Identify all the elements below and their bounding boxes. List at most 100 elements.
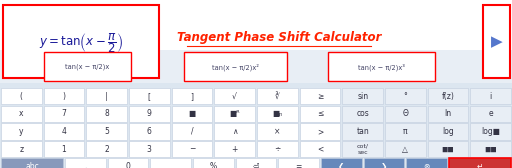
FancyBboxPatch shape [44, 106, 84, 122]
Text: ≤: ≤ [317, 109, 323, 118]
Text: ↵: ↵ [477, 162, 483, 168]
FancyBboxPatch shape [172, 141, 212, 157]
FancyBboxPatch shape [215, 88, 255, 104]
Text: 6: 6 [147, 127, 152, 136]
Text: π: π [403, 127, 408, 136]
FancyBboxPatch shape [407, 158, 447, 168]
FancyBboxPatch shape [385, 88, 425, 104]
FancyBboxPatch shape [1, 88, 41, 104]
Text: ■ₙ: ■ₙ [272, 109, 283, 118]
FancyBboxPatch shape [428, 88, 468, 104]
FancyBboxPatch shape [1, 158, 63, 168]
FancyBboxPatch shape [215, 141, 255, 157]
FancyBboxPatch shape [151, 158, 191, 168]
Text: °: ° [403, 92, 407, 101]
Text: log■: log■ [481, 127, 500, 136]
FancyBboxPatch shape [129, 88, 169, 104]
FancyBboxPatch shape [236, 158, 276, 168]
Text: tan: tan [356, 127, 369, 136]
Text: %: % [210, 162, 217, 168]
Text: ÷: ÷ [274, 145, 281, 154]
FancyBboxPatch shape [257, 88, 297, 104]
Text: |: | [105, 92, 108, 101]
Text: e: e [488, 109, 493, 118]
FancyBboxPatch shape [300, 106, 340, 122]
Text: (: ( [20, 92, 23, 101]
Text: =: = [295, 162, 302, 168]
Text: ,: , [84, 162, 87, 168]
FancyBboxPatch shape [385, 106, 425, 122]
FancyBboxPatch shape [449, 158, 511, 168]
FancyBboxPatch shape [87, 106, 127, 122]
Text: ∛: ∛ [275, 92, 280, 101]
Text: ▶: ▶ [491, 34, 502, 49]
Text: <: < [317, 145, 323, 154]
Text: +: + [231, 145, 238, 154]
Text: ❯: ❯ [381, 162, 387, 168]
Text: 3: 3 [147, 145, 152, 154]
Text: √: √ [232, 92, 237, 101]
Text: ⊗: ⊗ [423, 162, 430, 168]
Text: >: > [317, 127, 323, 136]
Text: ❮: ❮ [338, 162, 345, 168]
FancyBboxPatch shape [385, 141, 425, 157]
Text: ◼◼: ◼◼ [484, 145, 497, 154]
Text: ◼◼: ◼◼ [442, 145, 454, 154]
FancyBboxPatch shape [215, 106, 255, 122]
Text: /: / [190, 127, 194, 136]
Text: Tangent Phase Shift Calculator: Tangent Phase Shift Calculator [177, 31, 381, 44]
FancyBboxPatch shape [87, 123, 127, 140]
Text: ⏎: ⏎ [253, 162, 259, 168]
Text: tan(x − π/2)x: tan(x − π/2)x [65, 64, 109, 70]
FancyBboxPatch shape [1, 123, 41, 140]
FancyBboxPatch shape [483, 5, 510, 78]
Text: ): ) [62, 92, 66, 101]
FancyBboxPatch shape [428, 123, 468, 140]
FancyBboxPatch shape [44, 141, 84, 157]
Text: ≥: ≥ [317, 92, 323, 101]
FancyBboxPatch shape [172, 123, 212, 140]
Text: △: △ [402, 145, 408, 154]
FancyBboxPatch shape [172, 106, 212, 122]
FancyBboxPatch shape [129, 106, 169, 122]
FancyBboxPatch shape [0, 50, 512, 83]
FancyBboxPatch shape [385, 123, 425, 140]
FancyBboxPatch shape [328, 52, 435, 81]
FancyBboxPatch shape [279, 158, 319, 168]
FancyBboxPatch shape [65, 158, 105, 168]
FancyBboxPatch shape [87, 88, 127, 104]
Text: tan(x − π/2)x³: tan(x − π/2)x³ [358, 63, 405, 71]
Text: 0: 0 [125, 162, 131, 168]
Text: abc: abc [25, 162, 39, 168]
FancyBboxPatch shape [129, 123, 169, 140]
FancyBboxPatch shape [364, 158, 404, 168]
Text: cos: cos [356, 109, 369, 118]
Text: ∧: ∧ [232, 127, 238, 136]
FancyBboxPatch shape [44, 123, 84, 140]
FancyBboxPatch shape [343, 88, 383, 104]
Text: 1: 1 [61, 145, 67, 154]
Text: ×: × [274, 127, 281, 136]
FancyBboxPatch shape [300, 123, 340, 140]
FancyBboxPatch shape [428, 141, 468, 157]
Text: ]: ] [190, 92, 194, 101]
FancyBboxPatch shape [1, 106, 41, 122]
FancyBboxPatch shape [172, 88, 212, 104]
Text: Θ: Θ [402, 109, 408, 118]
Text: 2: 2 [104, 145, 109, 154]
Text: ln: ln [444, 109, 452, 118]
Text: 5: 5 [104, 127, 109, 136]
FancyBboxPatch shape [428, 106, 468, 122]
FancyBboxPatch shape [129, 141, 169, 157]
FancyBboxPatch shape [343, 106, 383, 122]
FancyBboxPatch shape [343, 123, 383, 140]
FancyBboxPatch shape [0, 0, 512, 84]
Text: ■: ■ [188, 109, 196, 118]
Text: ■ᴿ: ■ᴿ [229, 109, 240, 118]
Text: .: . [169, 162, 172, 168]
Text: 9: 9 [147, 109, 152, 118]
Text: z: z [19, 145, 24, 154]
FancyBboxPatch shape [193, 158, 233, 168]
FancyBboxPatch shape [257, 123, 297, 140]
FancyBboxPatch shape [1, 141, 41, 157]
